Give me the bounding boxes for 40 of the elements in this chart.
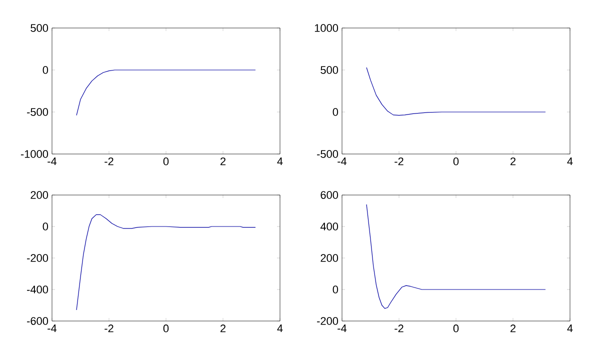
x-tick-label: -4 xyxy=(338,158,347,166)
line-series xyxy=(76,214,256,310)
x-tick-label: 2 xyxy=(220,158,226,166)
x-tick-label: -2 xyxy=(104,158,114,166)
y-tick-label: 0 xyxy=(332,286,338,294)
y-tick-label: -200 xyxy=(317,317,338,325)
x-tick-label: 0 xyxy=(163,158,169,166)
y-tick-label: 500 xyxy=(320,66,338,74)
y-tick-label: 500 xyxy=(30,24,48,32)
y-tick-label: 0 xyxy=(332,108,338,116)
x-tick-label: 0 xyxy=(163,324,169,332)
y-tick-label: -500 xyxy=(317,150,338,158)
y-tick-label: -500 xyxy=(27,108,48,116)
x-tick-label: -2 xyxy=(104,324,114,332)
x-tick-label: 2 xyxy=(510,324,516,332)
y-tick-label: 1000 xyxy=(314,24,338,32)
line-series xyxy=(366,67,546,116)
x-tick-label: -2 xyxy=(394,158,404,166)
y-tick-label: -400 xyxy=(27,286,48,294)
x-tick-label: 2 xyxy=(220,324,226,332)
y-tick-label: 400 xyxy=(320,222,338,230)
x-tick-label: 4 xyxy=(567,158,573,166)
x-tick-label: 0 xyxy=(453,324,459,332)
y-tick-label: 600 xyxy=(320,191,338,199)
y-tick-label: -1000 xyxy=(20,150,48,158)
y-tick-label: 0 xyxy=(42,66,48,74)
x-tick-label: 4 xyxy=(567,324,573,332)
y-tick-label: 200 xyxy=(30,191,48,199)
x-tick-label: 0 xyxy=(453,158,459,166)
x-tick-label: 4 xyxy=(277,324,283,332)
y-tick-label: 200 xyxy=(320,254,338,262)
x-tick-label: 4 xyxy=(277,158,283,166)
y-tick-label: -600 xyxy=(27,317,48,325)
y-tick-label: -200 xyxy=(27,254,48,262)
y-tick-label: 0 xyxy=(42,222,48,230)
x-tick-label: -4 xyxy=(48,324,57,332)
x-tick-label: -4 xyxy=(338,324,347,332)
x-tick-label: -4 xyxy=(48,158,57,166)
x-tick-label: 2 xyxy=(510,158,516,166)
x-tick-label: -2 xyxy=(394,324,404,332)
